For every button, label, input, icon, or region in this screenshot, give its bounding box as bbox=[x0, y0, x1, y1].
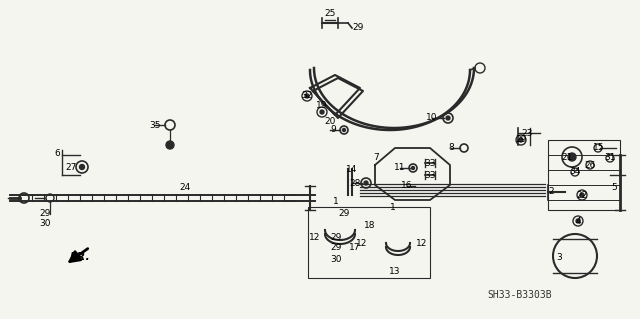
Text: 33: 33 bbox=[424, 159, 436, 167]
Text: 19: 19 bbox=[316, 101, 328, 110]
Text: 27: 27 bbox=[65, 164, 77, 173]
Circle shape bbox=[580, 193, 584, 197]
Circle shape bbox=[320, 110, 324, 114]
Text: 15: 15 bbox=[593, 143, 605, 152]
Text: SH33-B3303B: SH33-B3303B bbox=[488, 290, 552, 300]
Circle shape bbox=[568, 153, 576, 161]
Circle shape bbox=[519, 138, 523, 142]
Text: 29: 29 bbox=[330, 234, 342, 242]
Text: 21: 21 bbox=[561, 152, 573, 161]
Circle shape bbox=[79, 165, 84, 169]
Text: 16: 16 bbox=[401, 182, 413, 190]
Text: 17: 17 bbox=[349, 243, 361, 253]
Text: 5: 5 bbox=[611, 183, 617, 192]
Circle shape bbox=[446, 116, 450, 120]
Text: 2: 2 bbox=[548, 188, 554, 197]
Text: 33: 33 bbox=[424, 170, 436, 180]
Text: 13: 13 bbox=[389, 268, 401, 277]
Circle shape bbox=[305, 94, 309, 98]
Text: 30: 30 bbox=[39, 219, 51, 228]
Text: 9: 9 bbox=[330, 125, 336, 135]
Bar bbox=[308, 207, 430, 278]
Bar bbox=[548, 140, 620, 210]
Text: 7: 7 bbox=[373, 152, 379, 161]
Text: 32: 32 bbox=[301, 92, 313, 100]
Text: 35: 35 bbox=[149, 122, 161, 130]
Circle shape bbox=[364, 181, 368, 185]
Text: 22: 22 bbox=[577, 190, 588, 199]
Text: 18: 18 bbox=[364, 221, 376, 231]
Circle shape bbox=[342, 129, 346, 131]
Text: 20: 20 bbox=[324, 116, 336, 125]
Text: 1: 1 bbox=[390, 204, 396, 212]
Text: 29: 29 bbox=[339, 210, 349, 219]
Text: 12: 12 bbox=[416, 240, 428, 249]
Text: 14: 14 bbox=[346, 165, 358, 174]
Text: 3: 3 bbox=[556, 254, 562, 263]
Text: 4: 4 bbox=[575, 217, 581, 226]
Text: 29: 29 bbox=[515, 136, 527, 145]
Text: 28: 28 bbox=[349, 179, 361, 188]
Text: 6: 6 bbox=[54, 149, 60, 158]
Text: 12: 12 bbox=[309, 233, 321, 241]
Text: 23: 23 bbox=[522, 129, 532, 137]
Text: 11: 11 bbox=[394, 164, 406, 173]
Text: FR.: FR. bbox=[70, 252, 91, 262]
Text: 30: 30 bbox=[330, 256, 342, 264]
Circle shape bbox=[576, 219, 580, 223]
Text: 12: 12 bbox=[356, 240, 368, 249]
Text: 26: 26 bbox=[584, 160, 596, 169]
Text: 25: 25 bbox=[324, 10, 336, 19]
Circle shape bbox=[412, 167, 415, 169]
Circle shape bbox=[166, 141, 174, 149]
Text: 1: 1 bbox=[333, 197, 339, 205]
Text: 29: 29 bbox=[330, 243, 342, 253]
Text: 24: 24 bbox=[179, 182, 191, 191]
Text: 29: 29 bbox=[39, 209, 51, 218]
Text: 34: 34 bbox=[570, 167, 580, 176]
Text: 31: 31 bbox=[604, 153, 616, 162]
Text: 29: 29 bbox=[352, 23, 364, 32]
Text: 8: 8 bbox=[448, 144, 454, 152]
Text: 10: 10 bbox=[426, 114, 438, 122]
